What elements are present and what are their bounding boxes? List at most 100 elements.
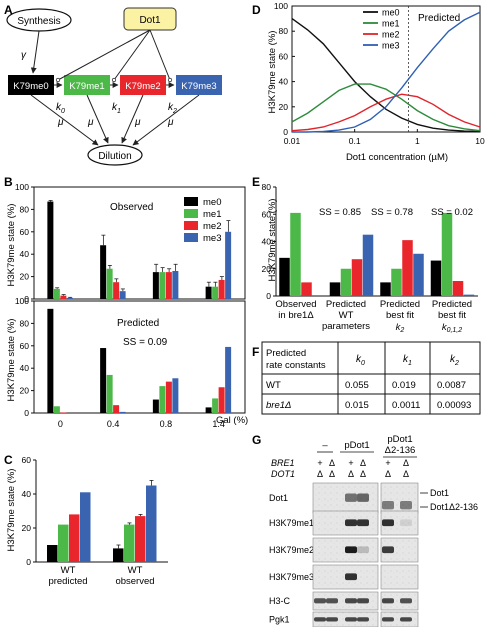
bar-me3	[119, 411, 126, 413]
panel-e-cat2-l2: WT	[339, 310, 354, 321]
y-tick-label: 0	[24, 294, 29, 304]
bar-me2	[60, 295, 67, 299]
bar-me1	[441, 212, 453, 296]
bar-me3	[362, 234, 374, 296]
blot-band	[382, 519, 394, 527]
panel-b-letter: B	[4, 175, 13, 189]
blot-band	[314, 617, 326, 622]
line-me2	[291, 93, 481, 132]
y-tick-label: 0	[24, 408, 29, 418]
blot-label: H3K79me3	[269, 572, 314, 582]
y-tick-label: 0	[266, 291, 271, 301]
dilution-label: Dilution	[98, 151, 131, 162]
x-tick-label: 0.1	[349, 136, 361, 146]
y-tick-label: 40	[22, 489, 32, 499]
panel-e-ss-3: SS = 0.02	[431, 207, 473, 218]
x-tick-label: 1.4	[212, 419, 225, 429]
blot-band	[345, 546, 357, 554]
x-tick-label: 10	[475, 136, 485, 146]
dot1-mark: Δ	[317, 469, 323, 479]
y-tick-label: 20	[262, 264, 272, 274]
panel-e-letter: E	[252, 175, 260, 189]
table-header-k2: k2	[450, 354, 459, 367]
bar-me0	[100, 245, 107, 299]
line-me1	[291, 83, 481, 132]
y-tick-label: 60	[20, 341, 30, 351]
g-genotype-dot1: DOT1	[271, 469, 295, 479]
node-me2	[120, 75, 166, 95]
bar-me3	[225, 231, 232, 299]
gamma-label: γ	[21, 50, 27, 61]
panel-e-cat4-l1: Predicted	[432, 299, 472, 310]
rate-table	[261, 341, 481, 415]
panel-c-cat2-line2: observed	[115, 576, 154, 587]
blot-band	[400, 501, 412, 510]
panel-e-cat3-l2: best fit	[386, 310, 414, 321]
bar-me3	[172, 378, 179, 413]
legend-swatch-me3	[184, 233, 198, 242]
legend-label-me1: me1	[382, 19, 400, 29]
blot-band	[382, 501, 394, 510]
mu-label-1: μ	[87, 117, 94, 128]
bar-me0	[380, 282, 391, 296]
y-tick-label: 100	[15, 182, 29, 192]
y-tick-label: 20	[20, 386, 30, 396]
node-me0	[8, 75, 54, 95]
bar-me2	[218, 279, 225, 299]
panel-f: F Predicted rate constants k0 k1 k2 WT 0…	[252, 341, 481, 415]
bar-me2	[113, 282, 120, 299]
bar-me3	[172, 271, 179, 299]
bar-me2	[218, 387, 225, 413]
blot-strip	[380, 564, 419, 590]
legend-label-me0: me0	[203, 197, 221, 208]
line-me3	[292, 11, 481, 133]
y-tick-label: 20	[20, 272, 30, 282]
dot1-label: Dot1	[139, 15, 161, 26]
panel-e-categories: Observed in bre1Δ Predicted WT parameter…	[275, 299, 472, 334]
y-tick-label: 60	[262, 209, 272, 219]
y-tick-label: 60	[22, 455, 32, 465]
blot-label: Dot1	[269, 493, 288, 503]
bar-me2	[351, 259, 363, 296]
blot-band	[357, 598, 369, 604]
panel-e-cat3-l1: Predicted	[380, 299, 420, 310]
mu-label-3: μ	[167, 117, 174, 128]
blot-band	[314, 598, 326, 604]
panel-c-letter: C	[4, 453, 13, 467]
blot-band	[345, 519, 357, 527]
bar-me1	[53, 288, 60, 299]
panel-a-arrows	[30, 29, 200, 146]
bar-me1	[159, 386, 166, 413]
bar-me1	[159, 272, 166, 299]
blot-label: H3-C	[269, 596, 291, 606]
y-tick-label: 100	[15, 296, 29, 306]
y-tick-label: 80	[20, 204, 30, 214]
g-col-pdot1-trunc: pDot1	[387, 434, 412, 445]
blot-band	[326, 598, 338, 604]
bar-me0	[329, 282, 341, 296]
blot-label: H3K79me2	[269, 545, 314, 555]
panel-b-ylabel: H3K79me state (%)	[6, 204, 17, 287]
bar-me2	[165, 272, 172, 299]
legend-label-me3: me3	[382, 41, 400, 51]
bre1-mark: Δ	[360, 458, 366, 468]
x-tick-label: 1	[415, 136, 420, 146]
bar-me1	[106, 268, 113, 299]
panel-d: D H3K79me state (%) 0 20 40 60 80 100 0.01 0.1 1…	[252, 1, 485, 163]
g-right-label-dot1: Dot1	[430, 488, 449, 498]
bar-me1	[53, 406, 60, 413]
panel-f-letter: F	[252, 345, 259, 359]
bar-me2	[135, 516, 146, 562]
bre1-mark: +	[385, 458, 390, 468]
panel-b-bottom-title: Predicted	[117, 318, 159, 329]
bar-me0	[205, 286, 212, 299]
chart-d: 0 20 40 60 80 100 0.01 0.1 1 10	[274, 1, 485, 146]
plot-frame	[33, 300, 246, 414]
bar-me2	[402, 240, 413, 296]
g-col-pdot1: pDot1	[344, 440, 369, 451]
x-tick-label: 0.01	[284, 136, 301, 146]
node-me1-label: K79me1	[69, 81, 104, 92]
